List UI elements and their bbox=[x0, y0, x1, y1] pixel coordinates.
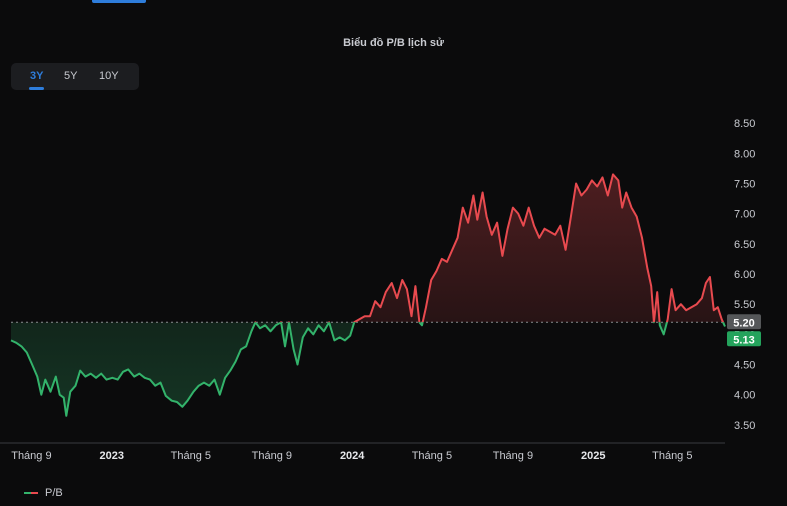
x-tick-label: Tháng 9 bbox=[252, 450, 292, 462]
x-tick-label: 2023 bbox=[100, 450, 124, 462]
y-tick-label: 6.50 bbox=[734, 239, 755, 251]
current-badge bbox=[727, 331, 761, 347]
x-tick-label: Tháng 5 bbox=[171, 450, 211, 462]
x-tick-label: Tháng 5 bbox=[412, 450, 452, 462]
tab-5y[interactable]: 5Y bbox=[64, 70, 78, 82]
series-line-below bbox=[10, 322, 726, 417]
y-tick-label: 7.00 bbox=[734, 209, 755, 221]
price-badges: 5.20 5.13 bbox=[727, 314, 761, 347]
chart-title: Biểu đồ P/B lịch sử bbox=[343, 37, 444, 49]
x-tick-label: 2025 bbox=[581, 450, 605, 462]
y-tick-label: 4.00 bbox=[734, 390, 755, 402]
y-tick-label: 8.50 bbox=[734, 118, 755, 130]
area-above-baseline bbox=[354, 174, 724, 323]
tab-3y[interactable]: 3Y bbox=[28, 70, 45, 90]
x-axis: Tháng 9 2023 Tháng 5 Tháng 9 2024 Tháng 5 Thán… bbox=[11, 450, 692, 462]
y-tick-label: 6.00 bbox=[734, 269, 755, 281]
y-tick-label: 5.50 bbox=[734, 299, 755, 311]
top-tab-indicator bbox=[92, 0, 146, 3]
x-tick-label: Tháng 5 bbox=[652, 450, 692, 462]
legend-swatch bbox=[24, 492, 38, 494]
current-value: 5.13 bbox=[733, 334, 754, 346]
y-tick-label: 3.50 bbox=[734, 420, 755, 432]
range-tabs: 3Y 5Y 10Y bbox=[11, 63, 139, 90]
area-below-baseline bbox=[11, 322, 725, 416]
x-tick-label: 2024 bbox=[340, 450, 365, 462]
series-line-above bbox=[254, 173, 725, 323]
baseline-badge bbox=[727, 314, 761, 330]
y-tick-label: 4.50 bbox=[734, 360, 755, 372]
legend: P/B bbox=[24, 487, 63, 499]
x-tick-label: Tháng 9 bbox=[11, 450, 51, 462]
y-tick-label: 7.50 bbox=[734, 178, 755, 190]
legend-label: P/B bbox=[45, 487, 63, 499]
baseline-value: 5.20 bbox=[733, 317, 754, 329]
y-tick-label: 8.00 bbox=[734, 148, 755, 160]
tab-10y[interactable]: 10Y bbox=[99, 70, 119, 82]
y-axis: 3.504.004.505.005.506.006.507.007.508.00… bbox=[734, 118, 755, 432]
x-tick-label: Tháng 9 bbox=[493, 450, 533, 462]
